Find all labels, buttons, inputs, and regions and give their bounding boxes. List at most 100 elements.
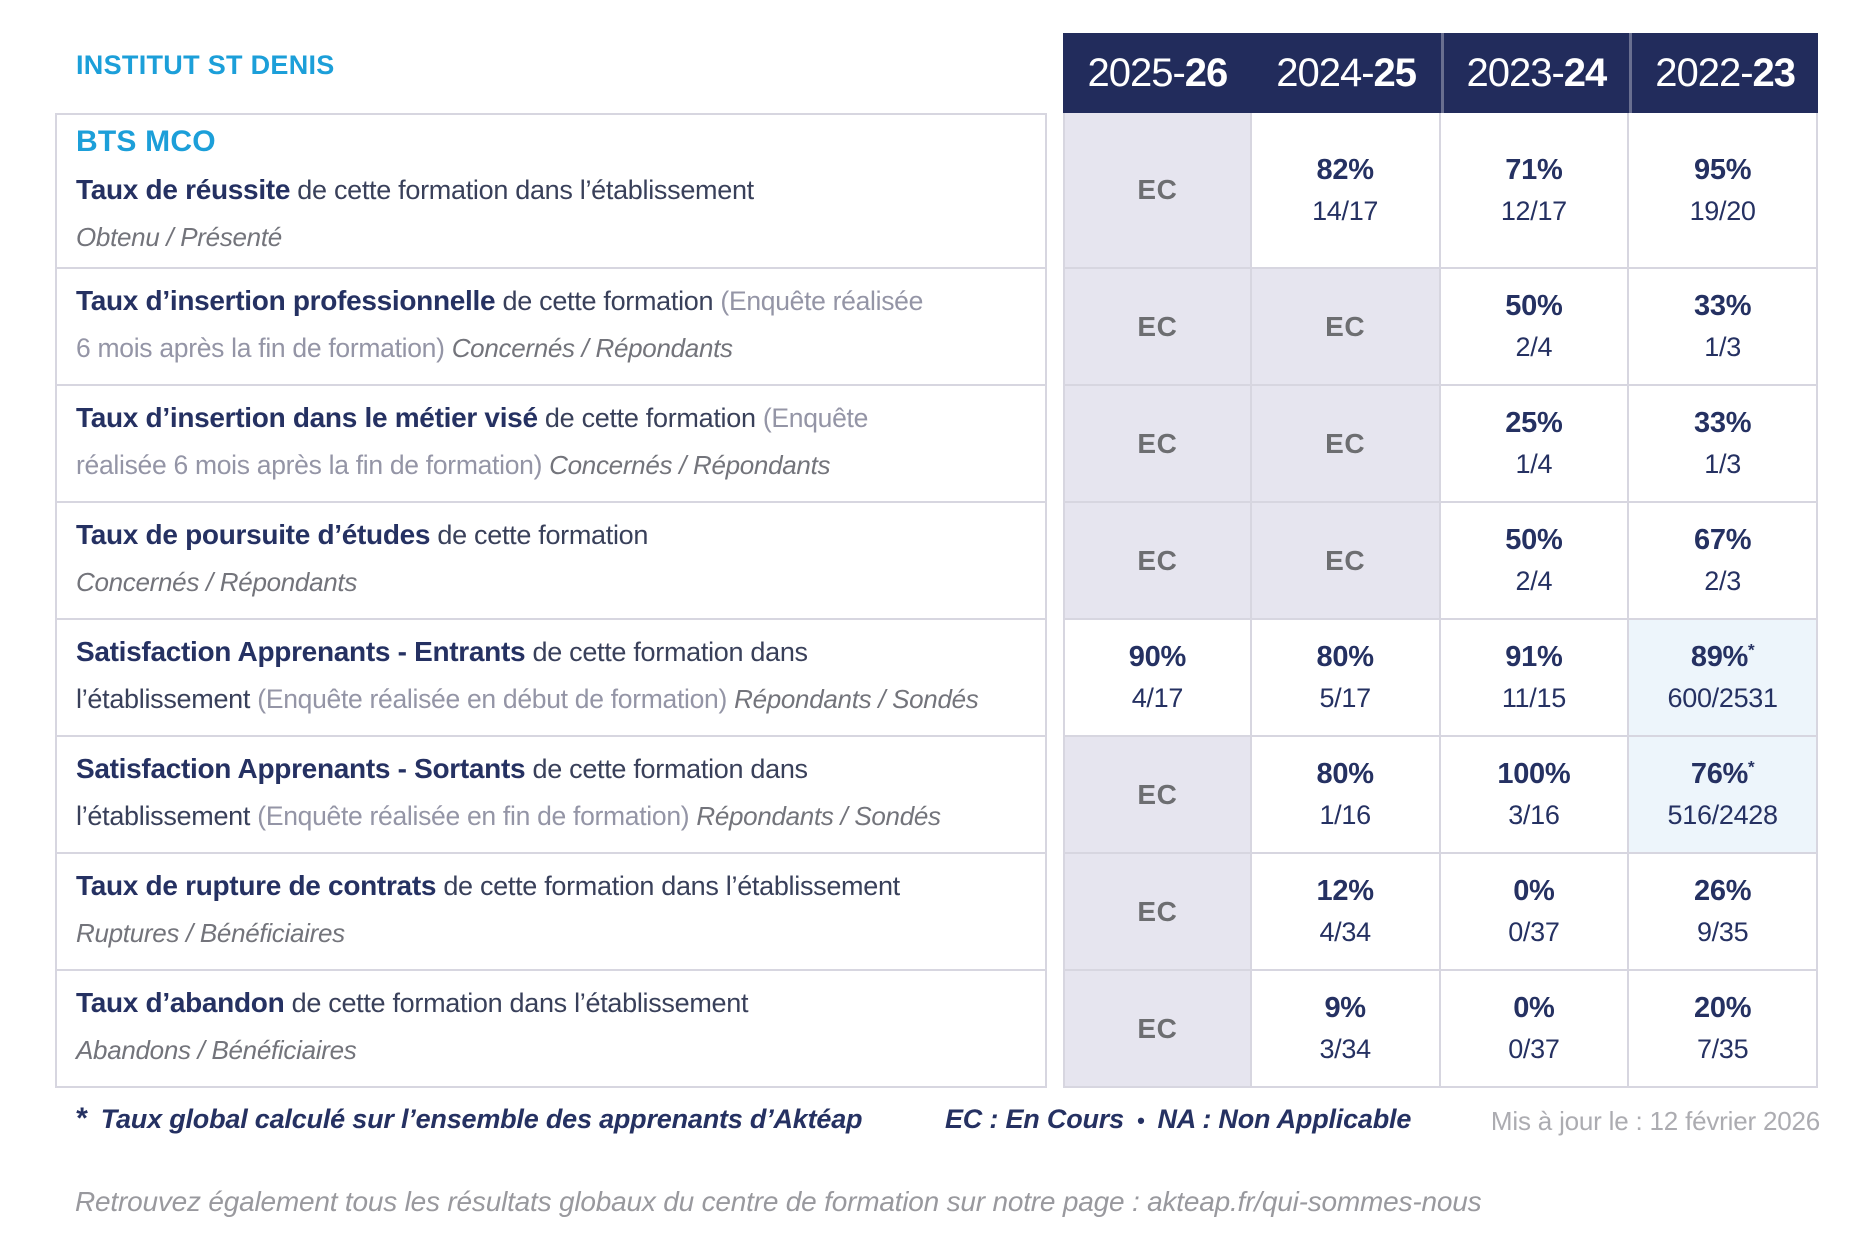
percentage-value: 80% xyxy=(1316,758,1374,790)
legend-separator: • xyxy=(1136,1108,1145,1133)
value-cell: 0% 0/37 xyxy=(1440,854,1630,971)
fraction-value: 516/2428 xyxy=(1667,800,1779,830)
fraction-value: 14/17 xyxy=(1312,195,1379,226)
row-label: Taux de poursuite d’études de cette form… xyxy=(55,503,1047,620)
value-cell: EC xyxy=(1063,737,1252,854)
label-line: Taux d’insertion professionnelle de cett… xyxy=(76,279,1037,327)
percentage-value: 91% xyxy=(1505,641,1563,673)
year-start: 2024- xyxy=(1276,50,1374,95)
value-cell: 76%* 516/2428 xyxy=(1629,737,1818,854)
label-run-normal: de cette formation dans xyxy=(525,754,808,784)
table-row: Taux d’insertion professionnelle de cett… xyxy=(55,269,1818,386)
value-cell: 67% 2/3 xyxy=(1629,503,1818,620)
footnote-text: Taux global calculé sur l’ensemble des a… xyxy=(100,1104,863,1134)
ec-value: EC xyxy=(1325,427,1366,459)
label-run-italic: Concernés / Répondants xyxy=(549,450,831,480)
fraction-value: 19/20 xyxy=(1689,195,1756,226)
fraction-value: 4/34 xyxy=(1319,917,1371,947)
label-line: l’établissement (Enquête réalisée en déb… xyxy=(76,678,1037,725)
label-run-bold: Taux de réussite xyxy=(76,173,291,205)
value-cell: 82% 14/17 xyxy=(1251,113,1441,269)
value-cell: 91% 11/15 xyxy=(1440,620,1630,737)
label-line: Obtenu / Présenté xyxy=(76,216,1037,263)
footnote-asterisk: * xyxy=(75,1102,87,1135)
ec-value: EC xyxy=(1137,427,1178,459)
fraction-value: 0/37 xyxy=(1508,1034,1560,1064)
label-line: Taux de réussite de cette formation dans… xyxy=(76,168,1037,216)
table-row: Satisfaction Apprenants - Entrants de ce… xyxy=(55,620,1818,737)
value-cell: EC xyxy=(1063,386,1252,503)
fraction-value: 12/17 xyxy=(1500,195,1567,226)
label-run-bold: Satisfaction Apprenants - Sortants xyxy=(76,753,526,784)
percentage-value: 80% xyxy=(1316,641,1374,673)
year-end: 23 xyxy=(1752,50,1796,95)
label-line: réalisée 6 mois après la fin de formatio… xyxy=(76,444,1037,491)
year-header: 2025- 26 xyxy=(1063,33,1252,113)
fraction-value: 2/4 xyxy=(1515,332,1553,362)
label-run-paren: (Enquête réalisée xyxy=(720,286,924,316)
label-run-paren: (Enquête réalisée en début de formation) xyxy=(257,684,735,714)
results-table-rows: BTS MCO Taux de réussite de cette formati… xyxy=(55,113,1818,1088)
value-cell: EC xyxy=(1251,503,1441,620)
value-cell: 12% 4/34 xyxy=(1251,854,1441,971)
label-run-normal: de cette formation dans l’établissement xyxy=(290,174,754,205)
institution-title: INSTITUT ST DENIS xyxy=(76,50,335,80)
ec-value: EC xyxy=(1325,310,1366,342)
bottom-note: Retrouvez également tous les résultats g… xyxy=(75,1186,1482,1217)
value-cell: EC xyxy=(1063,854,1252,971)
row-label: BTS MCO Taux de réussite de cette formati… xyxy=(55,113,1047,269)
label-run-bold: Satisfaction Apprenants - Entrants xyxy=(76,636,526,667)
label-line: Taux d’insertion dans le métier visé de … xyxy=(76,396,1037,444)
value-cell: 80% 5/17 xyxy=(1251,620,1441,737)
ec-value: EC xyxy=(1137,174,1178,205)
asterisk-marker: * xyxy=(1748,640,1755,660)
label-run-bold: Taux d’insertion professionnelle xyxy=(76,285,496,316)
results-table: 2025- 26 2024- 25 2023- 24 2022- 23 BTS MCO Taux… xyxy=(55,33,1818,1088)
value-cell: 25% 1/4 xyxy=(1440,386,1630,503)
fraction-value: 3/34 xyxy=(1319,1034,1371,1064)
label-line: 6 mois après la fin de formation) Concer… xyxy=(76,327,1037,374)
row-values: EC EC 50% 2/4 33% 1/3 xyxy=(1063,269,1818,386)
label-line: Satisfaction Apprenants - Sortants de ce… xyxy=(76,747,1037,795)
label-run-italic: Concernés / Répondants xyxy=(451,333,733,363)
label-run-paren: 6 mois après la fin de formation) xyxy=(76,333,452,363)
label-line: Concernés / Répondants xyxy=(76,561,1037,608)
row-values: EC 9% 3/34 0% 0/37 20% 7/35 xyxy=(1063,971,1818,1088)
fraction-value: 1/3 xyxy=(1704,449,1741,479)
ec-value: EC xyxy=(1137,310,1178,342)
value-cell: 9% 3/34 xyxy=(1251,971,1441,1088)
ec-value: EC xyxy=(1137,895,1178,927)
label-run-italic: Abandons / Bénéficiaires xyxy=(76,1035,357,1065)
label-run-normal: de cette formation xyxy=(495,286,721,316)
value-cell: 90% 4/17 xyxy=(1063,620,1252,737)
row-values: 90% 4/17 80% 5/17 91% 11/15 89%* 600/2531 xyxy=(1063,620,1818,737)
label-line: Taux de rupture de contrats de cette for… xyxy=(76,864,1037,912)
label-line: Satisfaction Apprenants - Entrants de ce… xyxy=(76,630,1037,678)
fraction-value: 600/2531 xyxy=(1667,683,1779,713)
fraction-value: 4/17 xyxy=(1131,683,1184,713)
label-run-paren: (Enquête réalisée en fin de formation) xyxy=(257,801,697,831)
legend-na: NA : Non Applicable xyxy=(1157,1104,1412,1134)
year-header: 2023- 24 xyxy=(1440,33,1630,113)
percentage-value: 100% xyxy=(1497,758,1571,790)
percentage-value: 82% xyxy=(1316,153,1374,186)
value-cell: EC xyxy=(1251,269,1441,386)
percentage-value: 67% xyxy=(1694,524,1752,556)
row-values: EC 82% 14/17 71% 12/17 95% 19/20 xyxy=(1063,113,1818,269)
label-run-normal: de cette formation dans l’établissement xyxy=(284,988,749,1018)
row-label: Taux d’abandon de cette formation dans l… xyxy=(55,971,1047,1088)
footnote-row: * Taux global calculé sur l’ensemble des … xyxy=(75,1102,1820,1148)
value-cell: 20% 7/35 xyxy=(1629,971,1818,1088)
legend: EC : En Cours • NA : Non Applicable xyxy=(945,1104,1411,1135)
fraction-value: 3/16 xyxy=(1508,800,1560,830)
label-line: l’établissement (Enquête réalisée en fin… xyxy=(76,795,1037,842)
row-label: Taux d’insertion professionnelle de cett… xyxy=(55,269,1047,386)
fraction-value: 7/35 xyxy=(1696,1034,1749,1064)
label-run-normal: de cette formation xyxy=(537,403,763,433)
label-run-normal: de cette formation dans xyxy=(525,637,808,667)
label-run-normal: de cette formation dans l’établissement xyxy=(436,871,900,901)
updated-date: Mis à jour le : 12 février 2026 xyxy=(1490,1106,1820,1136)
fraction-value: 5/17 xyxy=(1319,683,1371,713)
table-row: Satisfaction Apprenants - Sortants de ce… xyxy=(55,737,1818,854)
value-cell: EC xyxy=(1251,386,1441,503)
